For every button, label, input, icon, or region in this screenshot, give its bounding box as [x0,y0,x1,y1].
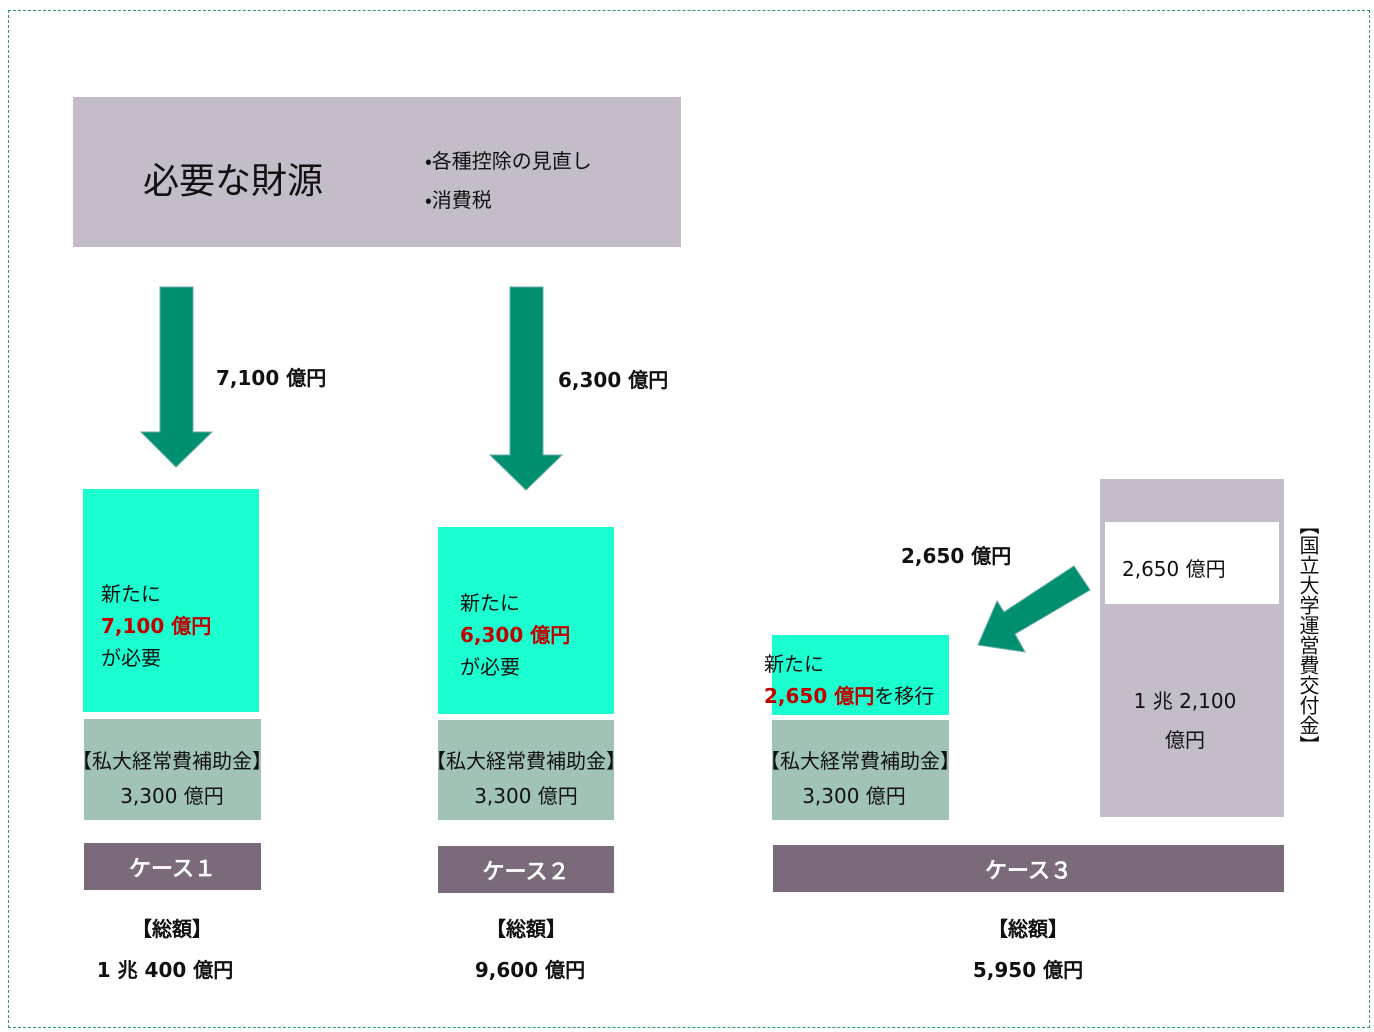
total-title: 【総額】 [486,917,566,941]
case-label: ケース３ [773,845,1284,892]
arrow-label: 7,100 億円 [216,366,327,390]
transfer-amount: 2,650 億円 [1122,557,1226,581]
amount: 2,650 億円 [764,684,875,708]
new-box [772,635,949,715]
base-amount: 3,300 億円 [120,784,224,808]
case-label: ケース１ [84,843,261,890]
new-box [438,527,614,714]
base-title: 【私大経常費補助金】 [426,749,626,773]
transfer-box [1105,522,1279,604]
source-box [73,97,681,247]
base-box [772,720,949,820]
total-title: 【総額】 [988,917,1068,941]
remaining: 1 兆 2,100 [1133,689,1237,713]
source-title: 必要な財源 [143,161,324,202]
bullet: ・消費税 [425,188,492,212]
base-title: 【私大経常費補助金】 [72,749,272,773]
text: を移行 [874,684,935,708]
total-title: 【総額】 [132,917,212,941]
arrow [977,565,1091,653]
national-title: 【国立大学運営費交付金】 [1296,515,1320,755]
arrow [488,286,564,491]
base-amount: 3,300 億円 [802,784,906,808]
frame [8,10,1370,1028]
text: 新たに [460,591,520,615]
text: 新たに [764,652,824,676]
arrow-label: 2,650 億円 [901,544,1012,568]
total: 5,950 億円 [972,958,1084,982]
text: が必要 [460,655,520,679]
text-line: 2,650 億円を移行 [764,680,934,709]
arrow [139,286,214,468]
base-title: 【私大経常費補助金】 [760,749,960,773]
amount: 7,100 億円 [101,614,212,638]
arrow-label: 6,300 億円 [558,368,669,392]
text: が必要 [101,646,161,670]
base-box [84,719,261,820]
total: 9,600 億円 [474,958,586,982]
total: 1 兆 400 億円 [96,958,234,982]
case-label: ケース２ [438,846,614,893]
amount: 6,300 億円 [460,623,571,647]
text: 新たに [101,582,161,606]
base-box [438,720,614,820]
new-box [83,489,259,712]
base-amount: 3,300 億円 [474,784,578,808]
remaining: 億円 [1165,728,1205,752]
bullet: ・各種控除の見直し [425,149,592,173]
